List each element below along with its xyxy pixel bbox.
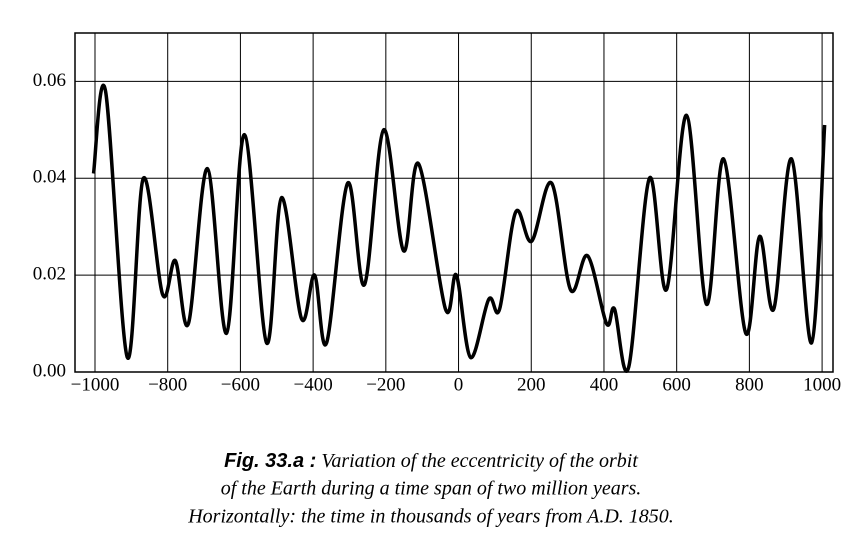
y-tick-label: 0.04 (33, 167, 67, 188)
x-tick-label: −200 (366, 374, 405, 395)
x-tick-label: −400 (294, 374, 333, 395)
x-tick-label: 800 (735, 374, 764, 395)
x-tick-label: 200 (517, 374, 546, 395)
x-tick-label: 0 (454, 374, 464, 395)
caption-label: Fig. 33.a : (224, 450, 316, 472)
y-tick-label: 0.06 (33, 70, 66, 91)
y-tick-label: 0.00 (33, 360, 66, 381)
x-tick-label: −800 (148, 374, 187, 395)
caption-text: Variation of the eccentricity of the orb… (321, 450, 638, 472)
x-tick-label: −600 (221, 374, 260, 395)
caption-line-1: Fig. 33.a : Variation of the eccentricit… (224, 450, 638, 473)
x-tick-label: −1000 (71, 374, 120, 395)
x-tick-label: 400 (590, 374, 619, 395)
caption-line-2: of the Earth during a time span of two m… (221, 478, 642, 500)
y-tick-label: 0.02 (33, 264, 66, 285)
caption-line-3: Horizontally: the time in thousands of y… (187, 506, 674, 528)
curve (91, 83, 827, 373)
x-tick-label: 1000 (803, 374, 841, 395)
x-tick-label: 600 (662, 374, 691, 395)
